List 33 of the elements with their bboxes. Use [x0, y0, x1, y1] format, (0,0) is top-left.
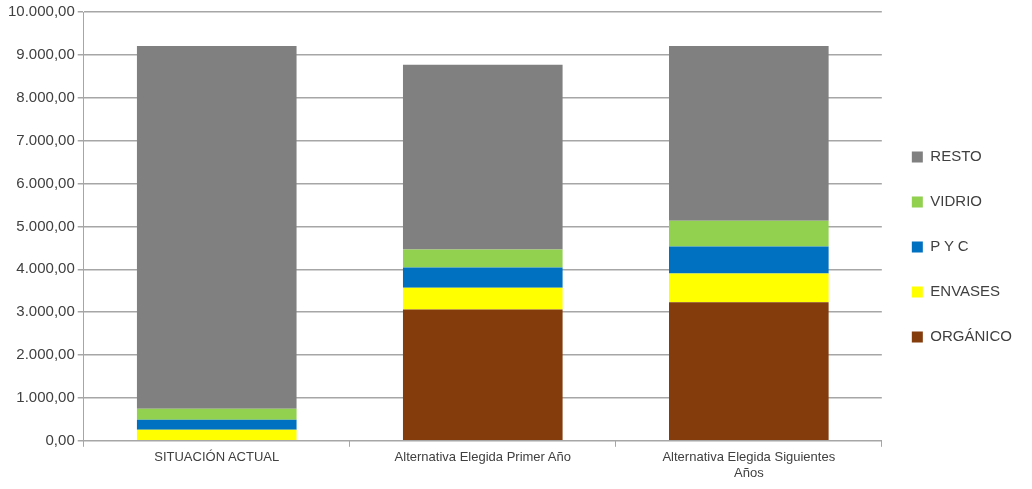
y-tick-label: 8.000,00 [16, 87, 75, 105]
bar [669, 45, 829, 221]
bar [669, 220, 829, 247]
y-tick-label: 0,00 [45, 430, 75, 448]
x-tick-label: SITUACIÓN ACTUAL [154, 449, 280, 465]
bar [136, 429, 297, 441]
bar [669, 246, 829, 274]
bar [402, 249, 563, 268]
legend-label: P Y C [930, 237, 969, 255]
bar [402, 267, 563, 288]
y-tick-label: 7.000,00 [16, 130, 75, 148]
y-tick-label: 1.000,00 [16, 388, 75, 406]
y-tick-label: 2.000,00 [16, 345, 75, 363]
y-tick-label: 5.000,00 [16, 216, 75, 234]
bar [402, 64, 563, 250]
bar [669, 273, 829, 303]
y-tick-label: 4.000,00 [16, 259, 75, 277]
x-tick-label: Alternativa Elegida Primer Año [394, 449, 571, 465]
legend-label: ENVASES [930, 282, 1001, 300]
bar [669, 302, 829, 441]
y-tick-label: 6.000,00 [16, 173, 75, 191]
legend-label: VIDRIO [930, 192, 983, 210]
bar [136, 45, 297, 409]
legend-label: ORGÁNICO [930, 327, 1013, 345]
bar [136, 419, 297, 430]
bar [136, 408, 297, 420]
bar [402, 309, 563, 441]
y-tick-label: 10.000,00 [8, 2, 75, 20]
x-tick-label: Alternativa Elegida Siguientes Años [662, 449, 836, 480]
y-tick-label: 9.000,00 [16, 45, 75, 63]
bar [402, 287, 563, 310]
legend-label: RESTO [930, 147, 982, 165]
y-tick-label: 3.000,00 [16, 302, 75, 320]
